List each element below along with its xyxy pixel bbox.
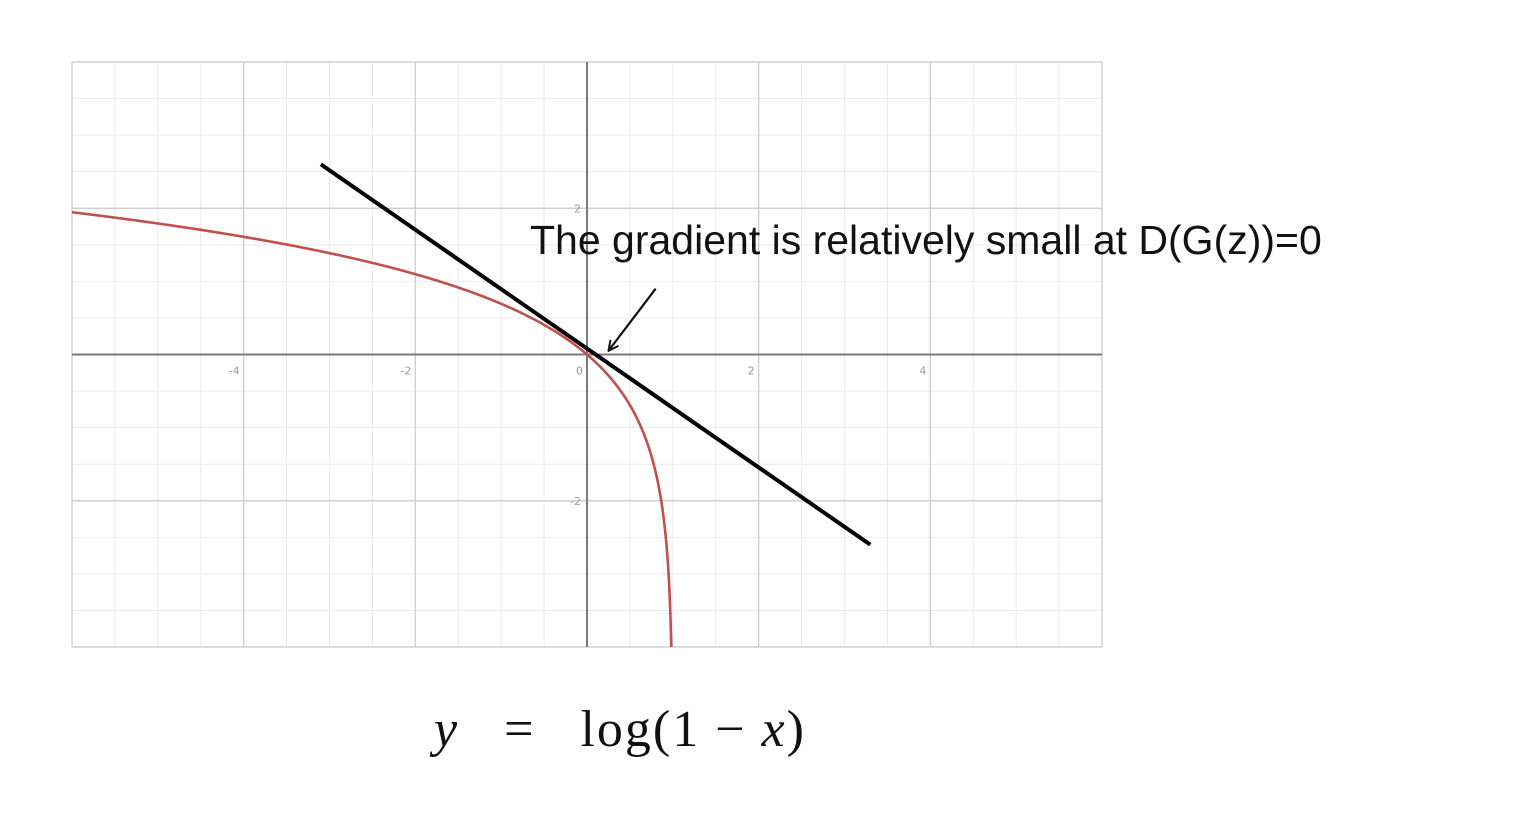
equation-close: ): [786, 701, 806, 758]
tick-labels: -4 -2 0 2 4 2 -2: [229, 202, 927, 508]
annotation-label: The gradient is relatively small at D(G(…: [530, 217, 1322, 263]
series-tangent-line: [319, 162, 872, 547]
series: [71, 162, 872, 648]
x-tick-label: -2: [400, 365, 411, 378]
annotation-arrow: [608, 288, 657, 351]
series-log-curve: [71, 210, 673, 648]
equation-function: log(1 −: [580, 701, 747, 758]
annotations: The gradient is relatively small at D(G(…: [530, 217, 1322, 351]
equation-lhs: y: [434, 701, 460, 758]
x-tick-label: -4: [229, 365, 240, 378]
x-tick-label: 0: [576, 365, 583, 378]
equation-equals: =: [504, 701, 536, 758]
equation-variable: x: [761, 701, 787, 758]
equation: y = log(1 − x): [0, 700, 1240, 759]
x-tick-label: 4: [919, 365, 926, 378]
x-tick-label: 2: [748, 365, 755, 378]
y-tick-label: 2: [574, 202, 581, 215]
y-tick-label: -2: [570, 495, 581, 508]
